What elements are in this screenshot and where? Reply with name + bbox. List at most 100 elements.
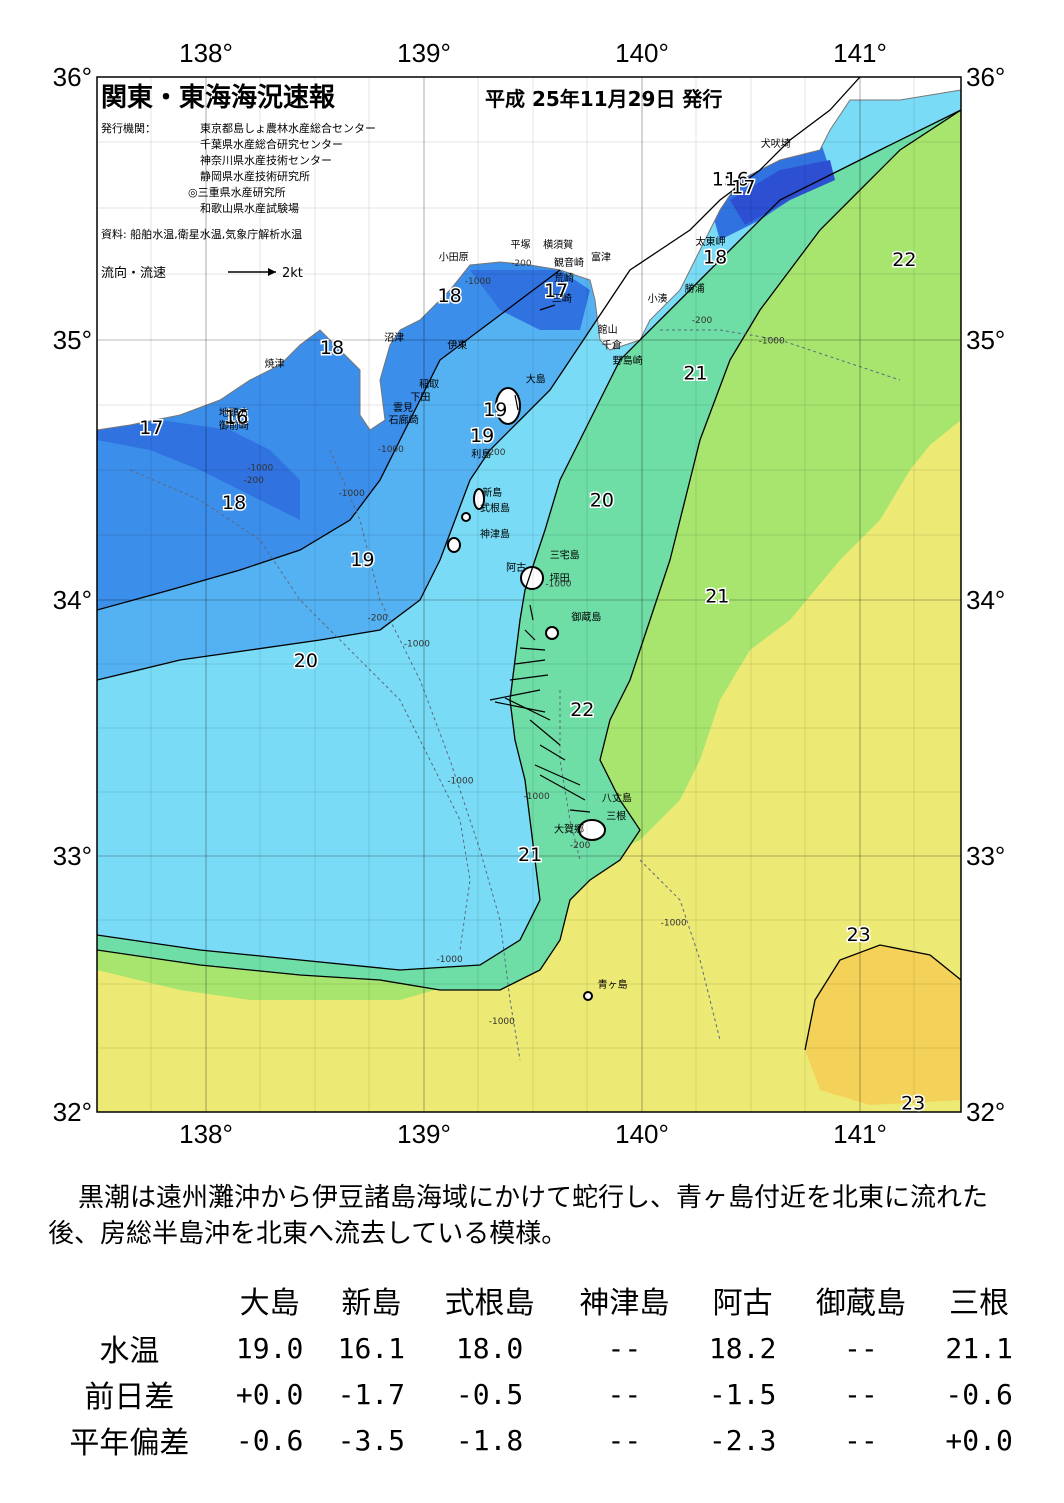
depth-label: -200 (570, 841, 591, 851)
condition-description: 黒潮は遠州灘沖から伊豆諸島海域にかけて蛇行し、青ヶ島付近を北東に流れた後、房総半… (48, 1183, 989, 1249)
place-label: 石廊崎 (389, 414, 419, 427)
place-label: 坪田 (550, 572, 570, 585)
table-cell: 18.0 (455, 1331, 524, 1365)
place-label: 阿古 (506, 561, 526, 574)
depth-label: -1000 (489, 1017, 515, 1027)
place-label: 三崎 (552, 292, 572, 305)
flow-legend-label: 流向・流速 (101, 265, 166, 281)
table-cell: -- (607, 1377, 642, 1411)
map-header: 関東・東海海況速報 平成 25年11月29日 発行 発行機関： 東京都島しょ農林… (101, 83, 722, 281)
lat-tick: 35° (53, 325, 92, 355)
table-cell: -- (607, 1331, 642, 1365)
place-label: 千倉 (602, 339, 622, 352)
sea-temperature-map: 関東・東海海況速報 平成 25年11月29日 発行 発行機関： 東京都島しょ農林… (53, 38, 1006, 1149)
flow-legend-arrowhead-icon (268, 268, 276, 276)
isotherm-label: 23 (901, 1092, 925, 1114)
place-label: 大島 (526, 372, 546, 385)
table-cell: -- (843, 1423, 878, 1457)
row-label: 前日差 (84, 1380, 175, 1415)
place-label: 大賀郷 (554, 823, 584, 836)
isotherm-label: 23 (847, 924, 871, 946)
lat-ticks-left: 36° 35° 34° 33° 32° (53, 62, 92, 1127)
lat-tick: 36° (53, 62, 92, 92)
data-source: 資料: 船舶水温,衛星水温,気象庁解析水温 (101, 227, 302, 241)
isotherm-label: 19 (470, 425, 494, 447)
lon-tick: 139° (397, 38, 451, 68)
table-corner (40, 1275, 219, 1325)
place-label: 三宅島 (550, 548, 580, 561)
place-label: 小田原 (439, 252, 469, 264)
place-label: 犬吠埼 (761, 137, 791, 150)
table-cell: -- (843, 1377, 878, 1411)
lon-tick: 140° (615, 38, 669, 68)
depth-label: -1000 (339, 489, 365, 499)
depth-label: -1000 (661, 919, 687, 929)
station-header: 新島 (341, 1286, 402, 1321)
table-row: 前日差 +0.0 -1.7 -0.5 -- -1.5 -- -0.6 (40, 1371, 1030, 1417)
table-cell: 21.1 (945, 1331, 1013, 1365)
island-mikurajima (545, 626, 559, 640)
place-label: 地頭方 (219, 406, 249, 419)
isotherm-label: 17 (139, 417, 163, 439)
isotherm-label: 22 (570, 699, 594, 721)
lon-ticks-top: 138° 139° 140° 141° (179, 38, 887, 68)
lat-ticks-right: 36° 35° 34° 33° 32° (966, 62, 1005, 1127)
place-label: 野島崎 (613, 354, 643, 367)
table-row: 水温 19.0 16.1 18.0 -- 18.2 -- 21.1 (40, 1325, 1030, 1371)
flow-legend-scale: 2kt (282, 266, 303, 281)
isotherm-label: 19 (483, 399, 507, 421)
isotherm-label: 18 (438, 285, 462, 307)
isotherm-label: 20 (294, 650, 318, 672)
temperature-labels: 17 16181819201819191720212122211815161722… (138, 167, 927, 1116)
place-label: 平塚 (511, 239, 531, 251)
island-aogashima (583, 991, 593, 1001)
temp-zone-17-sagami (470, 270, 590, 330)
issuer-label: 発行機関： (101, 121, 156, 135)
isotherm-label: 21 (705, 585, 729, 607)
station-header: 阿古 (712, 1286, 773, 1321)
depth-label: -200 (692, 316, 713, 326)
minor-grid (97, 77, 961, 1112)
depth-label: -1000 (545, 580, 571, 590)
place-label: 焼津 (265, 358, 285, 370)
place-label: 利島 (471, 447, 491, 460)
isotherm-label: 15 (712, 169, 736, 191)
depth-label: -200 (243, 476, 264, 486)
place-label: 横須賀 (543, 238, 573, 251)
isotherm-label: 21 (518, 844, 542, 866)
lat-tick: 34° (53, 585, 92, 615)
depth-label: -1000 (759, 337, 785, 347)
depth-label: -200 (367, 613, 388, 623)
depth-label: -200 (511, 259, 532, 269)
temp-zone-24 (805, 945, 961, 1105)
island-hachijojima (578, 819, 606, 841)
temp-zone-16 (730, 160, 835, 225)
lon-tick: 140° (615, 1119, 669, 1149)
issuer-3: 神奈川県水産技術センター (200, 153, 332, 167)
lon-tick: 141° (833, 1119, 887, 1149)
depth-label: -1000 (447, 776, 473, 786)
row-label: 水温 (99, 1334, 160, 1369)
issuer-4: 静岡県水産技術研究所 (200, 169, 310, 183)
isotherm-label: 18 (703, 246, 727, 268)
table-cell: -1.8 (455, 1423, 524, 1457)
island-niijima (473, 488, 485, 510)
table-row: 平年偏差 -0.6 -3.5 -1.8 -- -2.3 -- +0.0 (40, 1417, 1030, 1463)
lat-tick: 33° (966, 841, 1005, 871)
isotherm-label: 20 (590, 490, 614, 512)
lat-tick: 32° (53, 1097, 92, 1127)
issue-date: 平成 25年11月29日 発行 (485, 87, 722, 111)
table-cell: +0.0 (945, 1423, 1013, 1457)
isotherm-label: 16 (725, 169, 749, 191)
place-label: 太東岬 (696, 235, 726, 248)
table-cell: -0.5 (455, 1377, 524, 1411)
place-label: 御蔵島 (571, 610, 601, 623)
place-label: 八丈島 (602, 792, 632, 805)
island-oshima (495, 387, 521, 425)
place-label: 雲見 (393, 402, 413, 414)
place-label: 沼津 (384, 331, 404, 344)
isotherm-label: 18 (320, 337, 344, 359)
isotherm-label: 19 (350, 549, 374, 571)
depth-labels: -1000 -200 -1000 -1000 -200 -1000 -200 -200 -100… (243, 259, 785, 1027)
